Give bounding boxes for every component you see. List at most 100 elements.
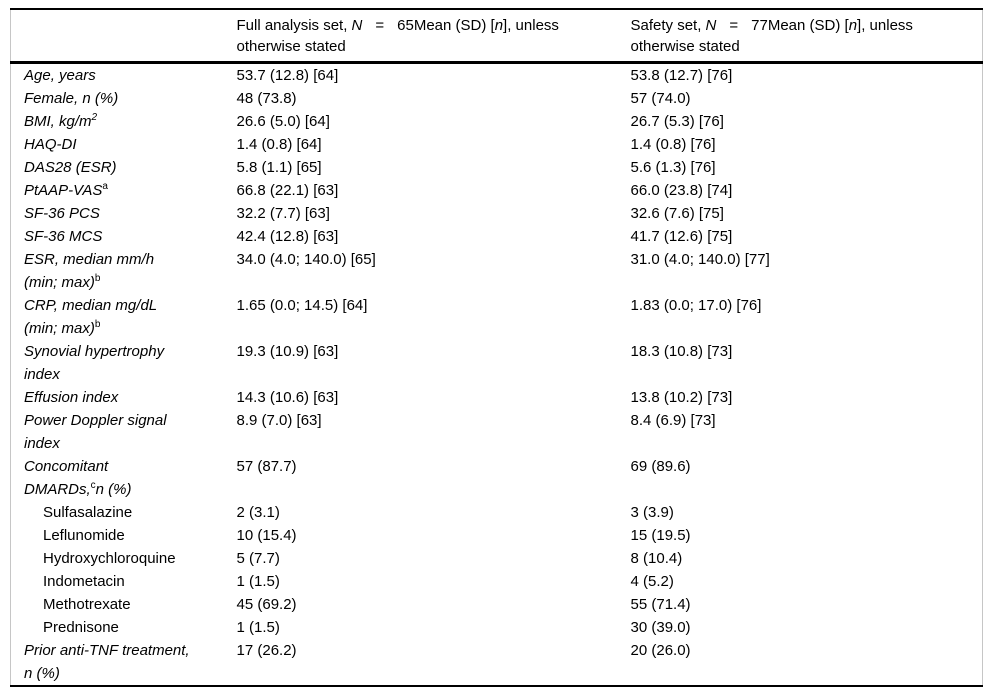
superscript-marker: 2 [91,112,98,123]
text-segment: Prednisone [43,619,119,636]
value-cell-full-analysis: 14.3 (10.6) [63] [236,389,339,406]
value-cell-safety: 66.0 (23.8) [74] [630,182,733,199]
superscript-marker: a [102,181,108,192]
table-row: Methotrexate 45 (69.2) 55 (71.4) [11,593,983,616]
value-cell-safety: 8.4 (6.9) [73] [630,412,716,429]
value-cell-full-analysis: 8.9 (7.0) [63] [236,412,322,429]
table-row: HAQ-DI 1.4 (0.8) [64] 1.4 (0.8) [76] [11,133,983,156]
table-row: CRP, median mg/dL (min; max)b 1.65 (0.0; 1… [11,294,983,340]
table-row: Indometacin 1 (1.5) 4 (5.2) [11,570,983,593]
row-label: Leflunomide [11,524,237,547]
table-row: Power Doppler signal index 8.9 (7.0) [63] 8… [11,409,983,455]
column-header-safety-set: Safety set, N = 77Mean (SD) [n], unless oth… [630,9,983,64]
row-label: DAS28 (ESR) [11,156,237,179]
table-row: SF-36 MCS 42.4 (12.8) [63] 41.7 (12.6) [75… [11,225,983,248]
table-row: Female, n (%) 48 (73.8) 57 (74.0) [11,87,983,110]
value-cell-full-analysis: 1.65 (0.0; 14.5) [64] [236,297,368,314]
value-cell-safety: 20 (26.0) [630,642,691,659]
text-segment: = [375,17,385,34]
text-segment: Age, years [24,67,96,84]
value-cell-safety: 18.3 (10.8) [73] [630,343,733,360]
text-segment: 65Mean (SD) [ [397,17,495,34]
value-cell-full-analysis: 32.2 (7.7) [63] [236,205,330,222]
text-segment: Effusion index [24,389,119,406]
value-cell-safety: 55 (71.4) [630,596,691,613]
value-cell-full-analysis: 57 (87.7) [236,458,297,475]
text-segment: DMARDs, [24,481,91,498]
baseline-characteristics-table: Full analysis set, N = 65Mean (SD) [n], un… [10,8,983,687]
row-label: Prior anti-TNF treatment, n (%) [11,639,237,686]
text-segment: Methotrexate [43,596,131,613]
text-segment: otherwise stated [236,38,346,55]
text-segment: BMI, kg/m [24,113,92,130]
text-segment: Synovial hypertrophy [24,343,165,360]
superscript-marker: c [90,480,96,491]
value-cell-full-analysis: 42.4 (12.8) [63] [236,228,339,245]
table-row: Leflunomide 10 (15.4) 15 (19.5) [11,524,983,547]
text-segment: N [705,17,717,34]
text-segment: SF-36 PCS [24,205,100,222]
value-cell-safety: 57 (74.0) [630,90,691,107]
value-cell-full-analysis: 17 (26.2) [236,642,297,659]
row-label: ESR, median mm/h (min; max)b [11,248,237,294]
table-body: Age, years 53.7 (12.8) [64] 53.8 (12.7) [7… [11,63,983,687]
value-cell-full-analysis: 48 (73.8) [236,90,297,107]
text-segment: index [24,435,60,452]
row-label: Concomitant DMARDs,cn (%) [11,455,237,501]
value-cell-safety: 32.6 (7.6) [75] [630,205,724,222]
table-row: Sulfasalazine 2 (3.1) 3 (3.9) [11,501,983,524]
value-cell-full-analysis: 5.8 (1.1) [65] [236,159,322,176]
row-label: Effusion index [11,386,237,409]
value-cell-full-analysis: 2 (3.1) [236,504,280,521]
value-cell-safety: 15 (19.5) [630,527,691,544]
value-cell-full-analysis: 5 (7.7) [236,550,280,567]
superscript-marker: b [94,319,101,330]
text-segment: PtAAP-VAS [24,182,103,199]
text-segment: otherwise stated [630,38,740,55]
value-cell-safety: 41.7 (12.6) [75] [630,228,733,245]
text-segment: HAQ-DI [24,136,77,153]
table-row: ESR, median mm/h (min; max)b 34.0 (4.0; 14… [11,248,983,294]
row-label: SF-36 PCS [11,202,237,225]
value-cell-safety: 5.6 (1.3) [76] [630,159,716,176]
row-label: Sulfasalazine [11,501,237,524]
row-label: BMI, kg/m2 [11,110,237,133]
value-cell-safety: 26.7 (5.3) [76] [630,113,724,130]
row-label: Age, years [11,63,237,88]
value-cell-safety: 31.0 (4.0; 140.0) [77] [630,251,770,268]
row-label: PtAAP-VASa [11,179,237,202]
text-segment: DAS28 (ESR) [24,159,117,176]
table-row: SF-36 PCS 32.2 (7.7) [63] 32.6 (7.6) [75] [11,202,983,225]
table-row: Effusion index 14.3 (10.6) [63] 13.8 (10.2… [11,386,983,409]
row-label: Methotrexate [11,593,237,616]
text-segment: n (%) [24,665,60,682]
value-cell-full-analysis: 45 (69.2) [236,596,297,613]
text-segment: Prior anti-TNF treatment, [24,642,190,659]
value-cell-safety: 13.8 (10.2) [73] [630,389,733,406]
text-segment: n [848,17,858,34]
table-row: Hydroxychloroquine 5 (7.7) 8 (10.4) [11,547,983,570]
row-label: Prednisone [11,616,237,639]
text-segment: index [24,366,60,383]
table-row: BMI, kg/m2 26.6 (5.0) [64] 26.7 (5.3) [76] [11,110,983,133]
row-label: SF-36 MCS [11,225,237,248]
row-label: HAQ-DI [11,133,237,156]
value-cell-full-analysis: 66.8 (22.1) [63] [236,182,339,199]
text-segment: Power Doppler signal [24,412,167,429]
row-label: Synovial hypertrophy index [11,340,237,386]
value-cell-full-analysis: 10 (15.4) [236,527,297,544]
text-segment: Hydroxychloroquine [43,550,176,567]
text-segment: = [729,17,739,34]
value-cell-safety: 1.83 (0.0; 17.0) [76] [630,297,762,314]
value-cell-safety: 3 (3.9) [630,504,674,521]
text-segment: n [494,17,504,34]
value-cell-full-analysis: 1 (1.5) [236,619,280,636]
text-segment: n (%) [95,481,132,498]
row-label: Power Doppler signal index [11,409,237,455]
text-segment: Female, n (%) [24,90,119,107]
value-cell-full-analysis: 19.3 (10.9) [63] [236,343,339,360]
text-segment: (min; max) [24,320,95,337]
text-segment: Concomitant [24,458,109,475]
table-row: Prednisone 1 (1.5) 30 (39.0) [11,616,983,639]
